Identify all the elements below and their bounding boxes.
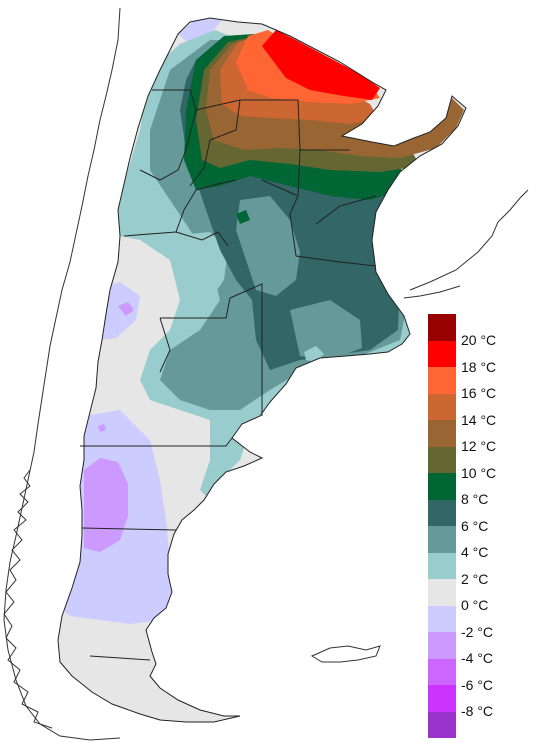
legend-swatch: [428, 552, 456, 579]
legend-swatch: [428, 632, 456, 659]
legend-label: 14 °C: [461, 411, 497, 428]
legend-swatch: [428, 314, 456, 341]
argentina-outline: [57, 17, 467, 723]
zone-18-20: [262, 30, 380, 100]
legend-label: -6 °C: [461, 676, 494, 693]
legend-label: 0 °C: [461, 597, 489, 613]
legend-swatch: [428, 473, 456, 500]
legend-label: 12 °C: [461, 438, 497, 454]
legend-label: -4 °C: [461, 650, 494, 666]
legend-label: 18 °C: [461, 358, 497, 375]
legend-swatch: [428, 526, 456, 553]
legend-swatch: [428, 446, 456, 473]
legend-label: -8 °C: [461, 703, 494, 719]
legend-label: 20 °C: [461, 332, 497, 348]
legend-label: 8 °C: [461, 491, 489, 507]
legend-swatch: [428, 579, 456, 606]
legend-label: 6 °C: [461, 517, 489, 534]
province-borders: [80, 89, 377, 661]
legend-swatch: [428, 393, 456, 420]
uruguay-brazil-outline: [403, 189, 529, 299]
legend-label: 16 °C: [461, 385, 497, 401]
legend-label: 2 °C: [461, 570, 489, 587]
chile-coast-jagged: [3, 469, 53, 729]
legend-swatch: [428, 658, 456, 685]
zone-minus4-spot1: [118, 302, 134, 316]
legend-label: 4 °C: [461, 544, 489, 560]
legend-swatch: [428, 340, 456, 367]
zone-minus4-spot2: [98, 424, 106, 432]
tierra-del-fuego: [310, 645, 381, 663]
zone-4-6-south-blob: [290, 300, 362, 360]
legend-swatch: [428, 685, 456, 712]
zone-minus2-far-north: [178, 18, 222, 44]
legend-label: 10 °C: [461, 464, 497, 481]
zone-8-10-spot: [236, 210, 250, 224]
legend-swatch: [428, 711, 456, 738]
legend-label: -2 °C: [461, 623, 494, 640]
zone-4-6-inner: [236, 196, 300, 296]
legend-swatch: [428, 499, 456, 526]
zone-2-4-islet: [180, 232, 228, 300]
legend-swatch: [428, 420, 456, 447]
legend-swatch: [428, 367, 456, 394]
legend-swatch: [428, 605, 456, 632]
